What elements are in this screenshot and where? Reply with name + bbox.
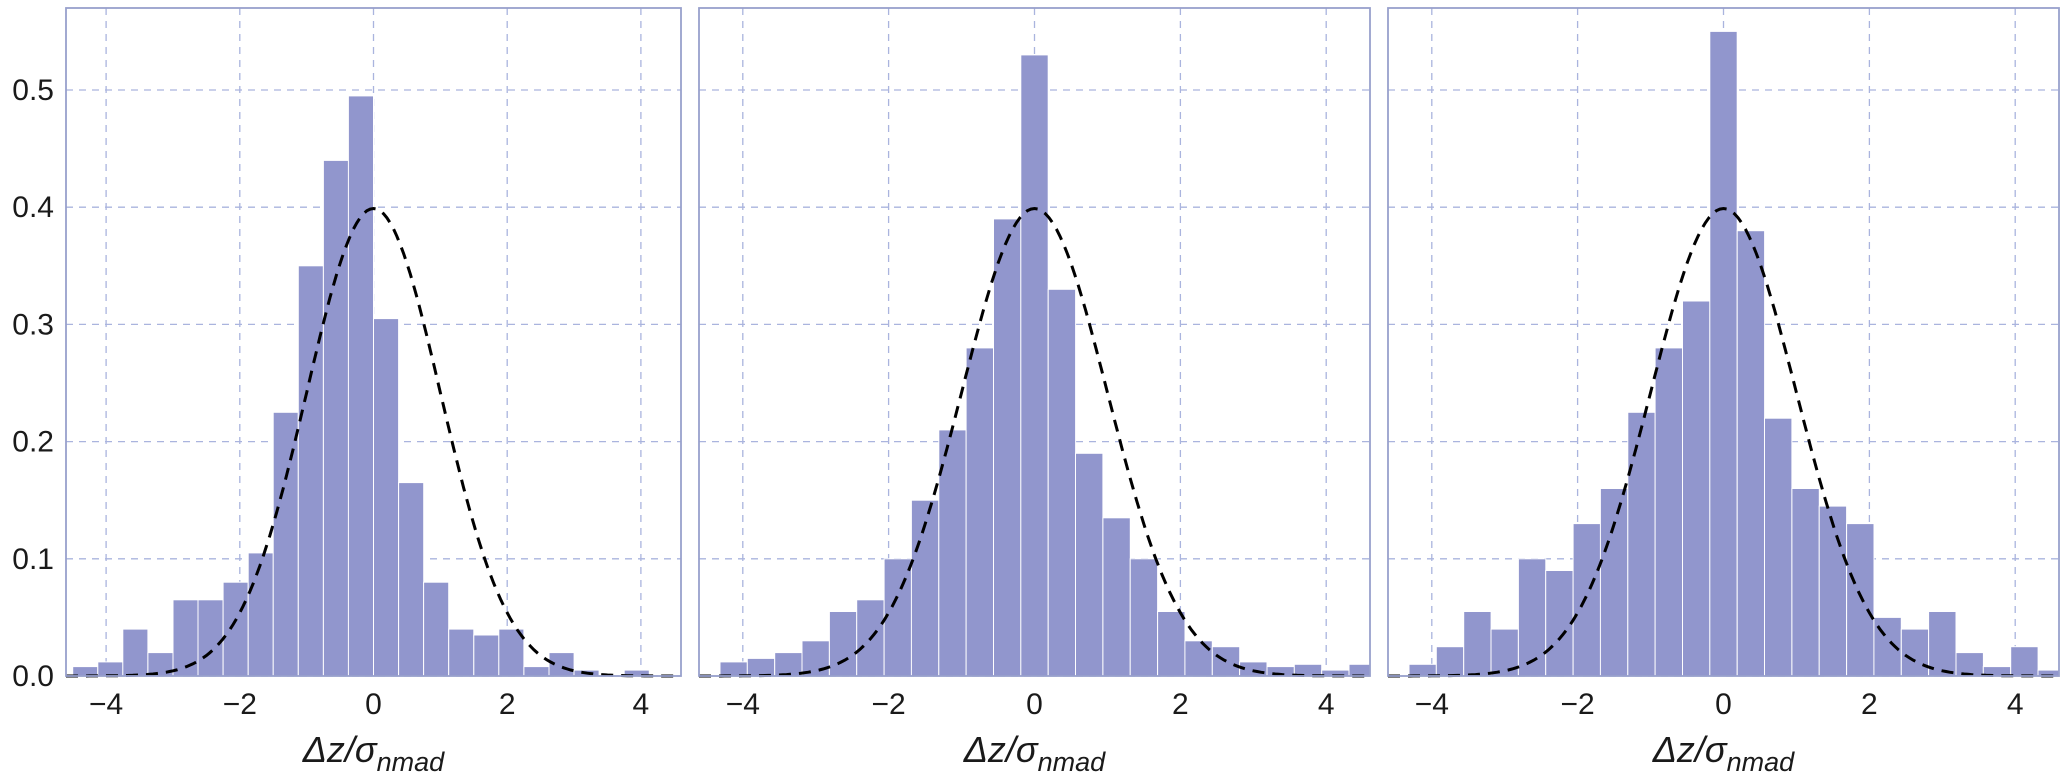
histogram-bar bbox=[993, 218, 1022, 677]
histogram-bar bbox=[1682, 300, 1711, 677]
histogram-bar bbox=[1435, 646, 1465, 677]
histogram-bar bbox=[222, 581, 249, 677]
histogram-bar bbox=[1599, 488, 1629, 677]
histogram-panel-1: −4 −2 0 2 4 0.0 0.1 0.2 0.3 0.4 0.5 Δz/σnmad bbox=[0, 0, 689, 776]
y-tick-label: 0.3 bbox=[12, 308, 54, 341]
x-tick-label: −4 bbox=[726, 688, 760, 721]
x-axis-title: Δz/σnmad bbox=[1652, 729, 1795, 776]
histogram-bar bbox=[774, 652, 803, 677]
histogram-bar bbox=[448, 628, 475, 677]
histogram-bar bbox=[1129, 558, 1159, 677]
x-tick-label: 0 bbox=[1026, 688, 1043, 721]
gaussian-curve bbox=[699, 206, 1370, 678]
histogram-bar bbox=[347, 95, 374, 677]
gaussian-curve bbox=[1388, 206, 2059, 678]
histogram-bar bbox=[1736, 230, 1766, 677]
panel-border bbox=[65, 7, 682, 677]
histogram-bar bbox=[1348, 663, 1371, 677]
histogram-bar bbox=[1572, 523, 1602, 677]
y-tick-label: 0.0 bbox=[12, 660, 54, 693]
histogram-bar bbox=[498, 628, 525, 677]
histogram-svg-2: −4 −2 0 2 4 Δz/σnmad bbox=[698, 7, 1371, 776]
histogram-bar bbox=[1846, 523, 1875, 677]
histogram-bar bbox=[1764, 417, 1793, 677]
y-tick-label: 0.1 bbox=[12, 543, 54, 576]
histogram-bar bbox=[322, 159, 349, 677]
histogram-bar bbox=[297, 265, 324, 677]
histogram-bar bbox=[2010, 646, 2039, 677]
x-tick-label: 2 bbox=[1172, 688, 1189, 721]
histogram-bar bbox=[1654, 347, 1684, 677]
y-tick-label: 0.2 bbox=[12, 426, 54, 459]
panel-border bbox=[1387, 7, 2060, 677]
histogram-bar bbox=[1463, 611, 1492, 677]
histogram-bar bbox=[1047, 288, 1077, 677]
histogram-bar bbox=[197, 599, 224, 677]
histogram-bar bbox=[373, 318, 400, 677]
histogram-bar bbox=[523, 666, 550, 677]
histogram-bar bbox=[746, 657, 776, 677]
y-tick-label: 0.4 bbox=[12, 191, 54, 224]
histogram-bar bbox=[473, 634, 500, 677]
x-tick-label: 0 bbox=[365, 688, 382, 721]
x-tick-label: 4 bbox=[1318, 688, 1335, 721]
histogram-bar bbox=[398, 482, 425, 677]
histogram-bar bbox=[1020, 54, 1049, 677]
histogram-panel-3: −4 −2 0 2 4 Δz/σnmad bbox=[1378, 0, 2067, 776]
histogram-bar bbox=[1075, 452, 1104, 677]
x-tick-label: −4 bbox=[1415, 688, 1449, 721]
x-tick-label: 0 bbox=[1715, 688, 1732, 721]
histogram-panel-2: −4 −2 0 2 4 Δz/σnmad bbox=[689, 0, 1378, 776]
x-tick-label: 4 bbox=[2007, 688, 2024, 721]
histogram-bar bbox=[97, 661, 124, 677]
histogram-bar bbox=[828, 611, 858, 677]
x-tick-label: 4 bbox=[633, 688, 650, 721]
x-axis-title: Δz/σnmad bbox=[963, 729, 1106, 776]
histogram-bar bbox=[965, 347, 995, 677]
x-axis-title: Δz/σnmad bbox=[302, 729, 445, 776]
histogram-bar bbox=[1900, 628, 1930, 677]
histogram-bar bbox=[272, 411, 299, 677]
histogram-bar bbox=[1818, 505, 1848, 677]
x-tick-label: 2 bbox=[499, 688, 516, 721]
histogram-svg-1: −4 −2 0 2 4 0.0 0.1 0.2 0.3 0.4 0.5 Δz/σnmad bbox=[12, 7, 682, 776]
x-tick-label: 2 bbox=[1861, 688, 1878, 721]
histogram-bar bbox=[883, 558, 913, 677]
x-tick-label: −2 bbox=[1560, 688, 1594, 721]
histogram-bar bbox=[1955, 652, 1984, 677]
histogram-svg-3: −4 −2 0 2 4 Δz/σnmad bbox=[1387, 7, 2060, 776]
gaussian-curve bbox=[66, 206, 681, 678]
histogram-bar bbox=[801, 640, 830, 677]
histogram-bar bbox=[1157, 611, 1186, 677]
x-tick-label: −2 bbox=[871, 688, 905, 721]
histogram-bar bbox=[1627, 411, 1656, 677]
histogram-bar bbox=[1791, 488, 1820, 677]
histogram-bar bbox=[1545, 570, 1574, 677]
histogram-bar bbox=[1517, 558, 1547, 677]
x-tick-label: −4 bbox=[89, 688, 123, 721]
histogram-bar bbox=[719, 661, 748, 677]
histogram-bar bbox=[423, 581, 450, 677]
histogram-bar bbox=[247, 552, 274, 677]
histogram-bar bbox=[1184, 640, 1213, 677]
x-tick-label: −2 bbox=[223, 688, 257, 721]
y-tick-label: 0.5 bbox=[12, 74, 54, 107]
histogram-bar bbox=[1102, 517, 1131, 677]
histogram-bar bbox=[122, 628, 149, 677]
panel-border bbox=[698, 7, 1371, 677]
histogram-bar bbox=[1928, 611, 1957, 677]
histogram-bar bbox=[1408, 663, 1437, 677]
histogram-bar bbox=[1709, 30, 1738, 677]
